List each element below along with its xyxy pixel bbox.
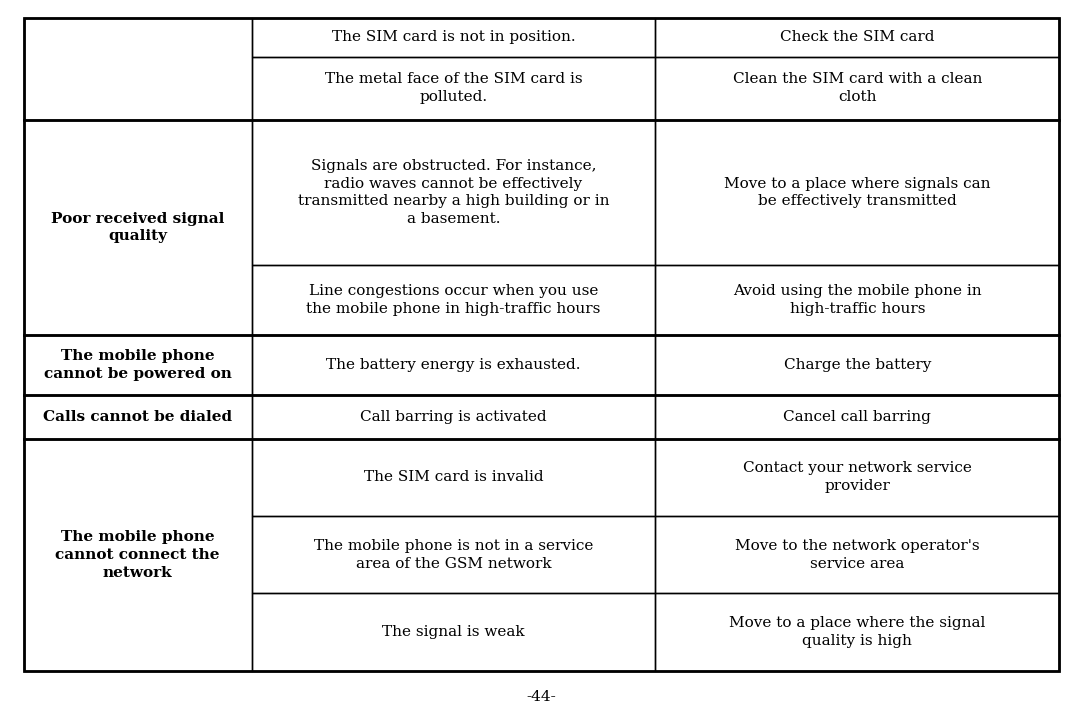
Bar — [24, 335, 251, 395]
Bar — [251, 57, 655, 120]
Bar — [251, 395, 655, 439]
Bar — [251, 265, 655, 335]
Bar — [24, 439, 251, 671]
Bar — [251, 335, 655, 395]
Text: Avoid using the mobile phone in
high-traffic hours: Avoid using the mobile phone in high-tra… — [733, 284, 981, 316]
Text: Call barring is activated: Call barring is activated — [361, 410, 547, 424]
Bar — [251, 439, 655, 516]
Bar — [655, 335, 1059, 395]
Text: Signals are obstructed. For instance,
radio waves cannot be effectively
transmit: Signals are obstructed. For instance, ra… — [298, 159, 610, 226]
Text: Move to a place where signals can
be effectively transmitted: Move to a place where signals can be eff… — [725, 176, 991, 208]
Bar — [251, 516, 655, 593]
Text: Clean the SIM card with a clean
cloth: Clean the SIM card with a clean cloth — [732, 72, 982, 104]
Bar — [24, 120, 251, 335]
Text: Check the SIM card: Check the SIM card — [780, 30, 935, 44]
Text: The battery energy is exhausted.: The battery energy is exhausted. — [326, 358, 580, 372]
Text: Move to the network operator's
service area: Move to the network operator's service a… — [735, 539, 980, 571]
Text: The metal face of the SIM card is
polluted.: The metal face of the SIM card is pollut… — [325, 72, 583, 104]
Text: -44-: -44- — [526, 690, 557, 705]
Text: Contact your network service
provider: Contact your network service provider — [743, 462, 971, 493]
Text: Calls cannot be dialed: Calls cannot be dialed — [43, 410, 232, 424]
Text: Move to a place where the signal
quality is high: Move to a place where the signal quality… — [729, 616, 986, 648]
Bar — [655, 57, 1059, 120]
Bar — [251, 18, 655, 57]
Bar — [655, 120, 1059, 265]
Text: The signal is weak: The signal is weak — [382, 625, 525, 639]
Text: Charge the battery: Charge the battery — [784, 358, 931, 372]
Bar — [24, 395, 251, 439]
Text: The SIM card is invalid: The SIM card is invalid — [364, 471, 544, 484]
Bar — [655, 18, 1059, 57]
Bar — [655, 265, 1059, 335]
Text: The mobile phone
cannot connect the
network: The mobile phone cannot connect the netw… — [55, 530, 220, 579]
Text: Cancel call barring: Cancel call barring — [783, 410, 931, 424]
Bar — [655, 439, 1059, 516]
Text: The mobile phone is not in a service
area of the GSM network: The mobile phone is not in a service are… — [314, 539, 593, 571]
Text: Poor received signal
quality: Poor received signal quality — [51, 212, 224, 244]
Text: The SIM card is not in position.: The SIM card is not in position. — [331, 30, 575, 44]
Bar — [655, 516, 1059, 593]
Bar — [655, 593, 1059, 671]
Text: Line congestions occur when you use
the mobile phone in high-traffic hours: Line congestions occur when you use the … — [306, 284, 601, 316]
Text: The mobile phone
cannot be powered on: The mobile phone cannot be powered on — [43, 349, 232, 381]
Bar — [655, 395, 1059, 439]
Bar — [251, 120, 655, 265]
Bar — [24, 18, 251, 120]
Bar — [251, 593, 655, 671]
